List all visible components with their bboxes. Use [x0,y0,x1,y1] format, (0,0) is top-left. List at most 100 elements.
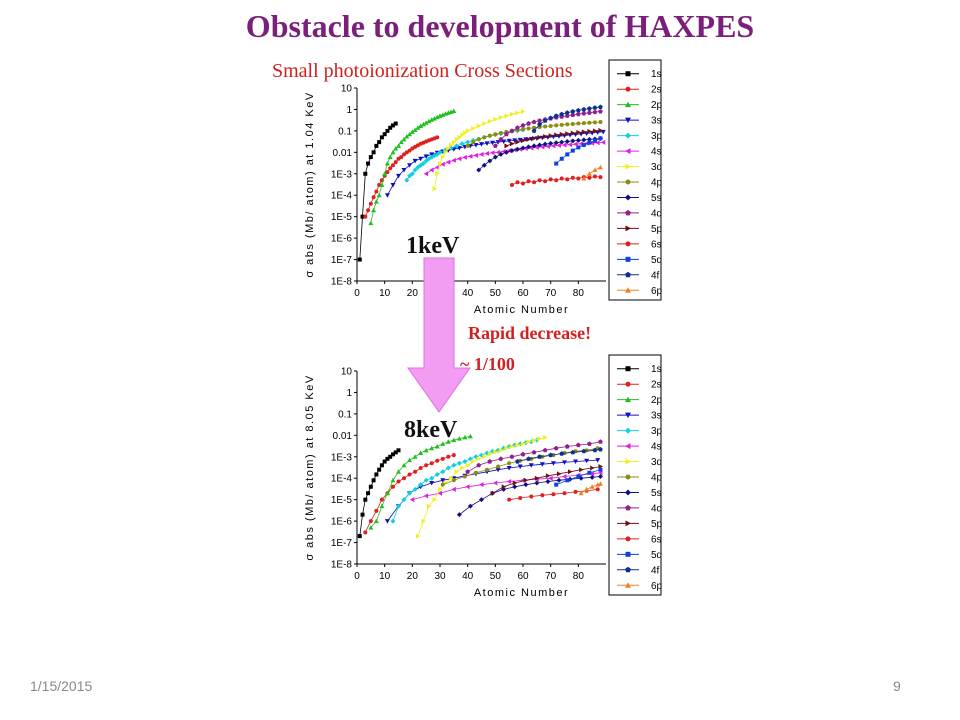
data-point-5s [512,484,518,490]
data-point-1s [390,452,395,457]
data-point-4s [556,142,561,148]
data-point-3d [457,134,462,140]
data-point-5d [554,482,559,487]
data-point-2s [435,135,440,140]
x-tick-label: 10 [379,571,391,582]
data-point-6p [597,164,603,170]
data-point-2s [399,155,404,160]
series-line-2s [364,136,438,217]
data-point-4f [598,446,603,452]
data-point-3s [512,138,518,143]
y-tick-label: 10 [341,367,353,378]
data-point-3p [404,177,410,183]
x-tick-label: 0 [354,288,360,299]
data-point-4p [482,135,487,140]
data-point-5p [534,475,540,481]
legend-marker-5p [625,520,631,527]
legend-marker-4f [625,566,631,573]
footer-page-number: 9 [893,678,901,694]
data-point-6p [581,176,587,181]
data-point-4p [587,120,592,125]
data-point-1s [382,459,387,464]
data-point-3d [498,447,504,453]
data-point-2p [456,436,462,441]
data-point-3s [418,156,424,162]
data-point-4s [550,143,556,149]
data-point-4s [600,139,606,145]
legend-marker-3p [625,132,631,139]
legend-entry: 4s [651,442,662,453]
data-point-2p [401,136,407,142]
y-tick-label: 1E-3 [331,452,353,463]
data-point-3d [432,186,437,192]
legend-entry: 6s [651,239,662,250]
data-point-4s [545,143,550,149]
data-point-5s [509,148,515,154]
legend-marker-1s [625,71,631,77]
data-point-3s [440,478,446,483]
x-tick-label: 70 [545,288,557,299]
series-line-2p [370,435,471,528]
data-point-3d [460,465,465,471]
data-point-4p [598,119,603,124]
data-point-4s [462,154,467,160]
data-point-2p [373,199,379,204]
data-point-3s [573,459,579,465]
data-point-4p [473,470,478,475]
data-point-4s [451,157,456,163]
legend-marker-1s [625,366,631,372]
legend-entry: 4p [651,473,663,484]
data-point-4s [562,142,567,148]
data-point-3d [435,171,440,177]
y-tick-label: 1 [346,388,352,399]
legend-entry: 5p [651,519,663,530]
data-point-5d [576,145,581,150]
data-point-3d [532,437,537,443]
data-point-5d [587,140,592,145]
data-point-4p [570,121,575,126]
data-point-3s [528,463,534,468]
data-point-5s [581,137,587,143]
data-point-3d [438,486,443,492]
legend-entry: 5s [651,193,662,204]
data-point-4s [490,150,495,156]
data-point-2s [424,463,429,468]
data-point-4s [456,156,462,162]
data-point-5p [570,130,576,136]
data-point-2s [393,160,398,165]
x-tick-label: 80 [573,571,585,582]
data-point-3d [443,149,449,155]
data-point-5s [492,154,498,160]
data-point-5s [570,138,576,144]
data-point-4p [476,137,481,142]
data-point-3d [498,115,504,121]
data-point-4d [570,112,576,117]
data-point-2p [384,161,390,166]
data-point-5p [504,143,509,149]
data-point-4s [495,149,501,155]
data-point-5s [498,151,504,157]
y-axis-label: σ abs (Mb/ atom) at 1.04 KeV [304,91,316,277]
data-point-4s [506,148,512,154]
data-point-5s [564,139,570,145]
data-point-6p [592,167,598,173]
legend-entry: 3d [651,457,662,468]
data-point-4d [531,449,537,455]
x-axis-label: Atomic Number [474,587,569,599]
data-point-1s [374,472,379,477]
data-point-6p [584,486,590,492]
data-point-4d [537,118,542,123]
data-point-2s [390,163,395,168]
data-point-5p [523,477,529,483]
label-8kev: 8keV [404,417,458,443]
legend-marker-6p [625,582,631,588]
data-point-4p [496,464,501,469]
data-point-3d [449,142,454,148]
data-point-2p [390,149,396,155]
data-point-6s [526,179,531,184]
data-point-6s [598,175,603,180]
legend-entry: 4f [651,270,660,281]
y-tick-label: 1E-7 [331,255,353,266]
data-point-5s [559,139,565,145]
data-point-5d [565,478,570,483]
